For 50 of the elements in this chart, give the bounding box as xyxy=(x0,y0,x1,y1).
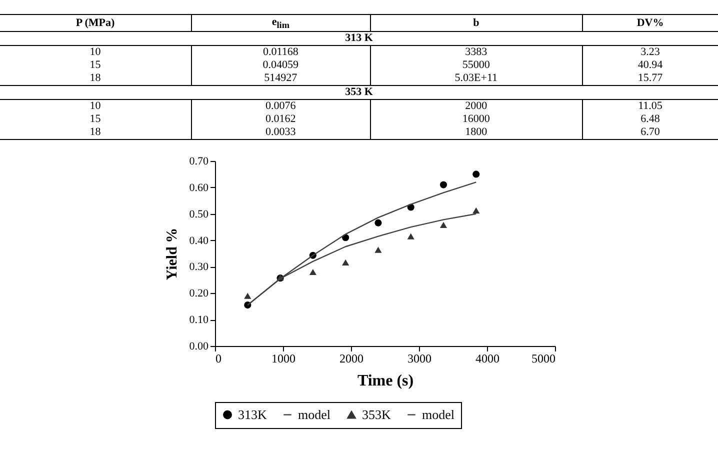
text: 16000 xyxy=(462,113,490,126)
text: 0.0162 xyxy=(266,113,296,126)
text: 10 xyxy=(90,100,101,112)
category-label: e$_{lim}$ xyxy=(191,14,370,32)
y-tick-label: 0.70 xyxy=(188,156,208,168)
x-tick-label: 5000 xyxy=(531,352,555,366)
y-tick-label: 0.30 xyxy=(188,261,208,274)
text: 6.70 xyxy=(640,126,660,138)
x-tick-label: 3000 xyxy=(407,352,431,366)
legend-label: model xyxy=(298,406,330,422)
text: 1800 xyxy=(465,126,488,138)
text: 0.01168 xyxy=(263,46,298,58)
text: 5.03E+11 xyxy=(454,72,498,84)
category-label: DV% xyxy=(582,14,718,32)
legend-label: 313K xyxy=(238,406,267,422)
text: 15 xyxy=(90,59,101,72)
text: 353 K xyxy=(345,86,373,98)
text: 18 xyxy=(90,72,101,84)
text: 18 xyxy=(90,126,101,138)
text: 40.94 xyxy=(638,59,663,72)
y-tick-label: 0.60 xyxy=(188,182,208,194)
text: 0.0033 xyxy=(266,126,296,138)
text: 11.05 xyxy=(638,100,662,112)
y-tick-label: 0.50 xyxy=(188,208,208,221)
y-tick-label: 0.20 xyxy=(188,288,208,300)
text: 0.0076 xyxy=(266,100,296,112)
legend-label: 353K xyxy=(362,406,391,422)
x-axis-title: Time (s) xyxy=(356,372,414,390)
text: 3383 xyxy=(465,46,488,58)
y-tick-label: 0.10 xyxy=(188,314,208,326)
text: 2000 xyxy=(465,100,488,112)
text: 3.23 xyxy=(640,46,660,58)
y-axis-title: Yield % xyxy=(164,228,180,280)
legend-label: model xyxy=(422,406,454,422)
x-tick-label: 2000 xyxy=(339,352,363,366)
x-tick-label: 1000 xyxy=(271,352,295,366)
x-tick-label: 0 xyxy=(215,352,221,366)
y-tick-label: 0.40 xyxy=(188,234,208,247)
x-tick-label: 4000 xyxy=(475,352,499,366)
text: 10 xyxy=(90,46,101,58)
category-label: P (MPa) xyxy=(0,14,192,32)
text: 55000 xyxy=(462,59,490,72)
y-tick-label: 0.00 xyxy=(188,340,208,353)
text: 6.48 xyxy=(640,113,660,126)
text: 0.04059 xyxy=(262,59,299,72)
text: 514927 xyxy=(264,72,298,84)
text: 313 K xyxy=(345,32,373,44)
category-label: b xyxy=(370,14,582,32)
text: 15 xyxy=(90,113,101,126)
text: 15.77 xyxy=(638,72,663,84)
